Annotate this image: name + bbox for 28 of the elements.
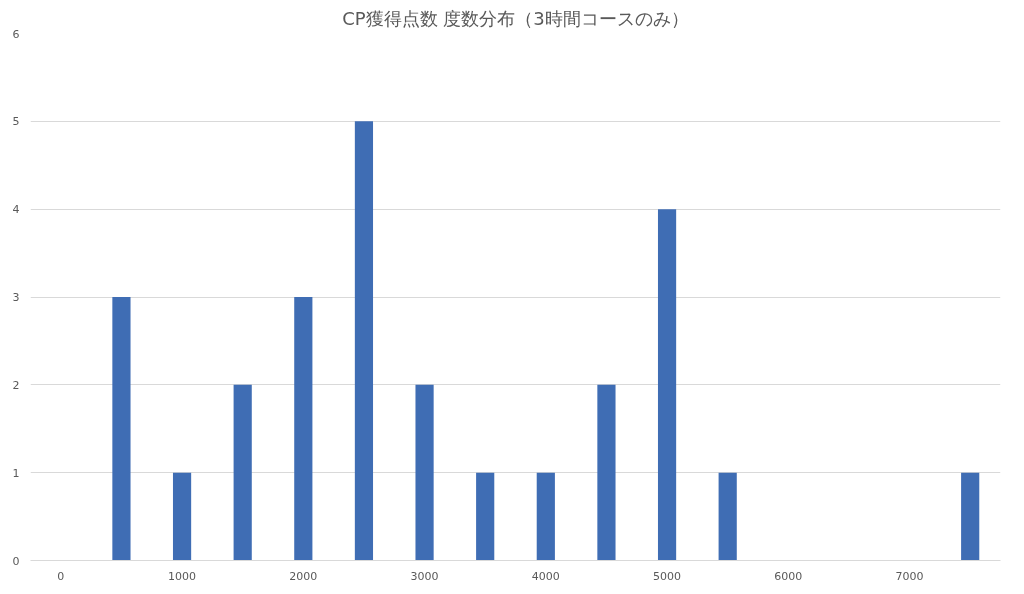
x-tick-label: 0 — [57, 569, 65, 583]
y-tick-label: 6 — [12, 27, 20, 41]
bar — [476, 472, 495, 561]
y-tick-label: 3 — [12, 291, 20, 304]
bar — [233, 384, 252, 561]
y-tick-label: 0 — [12, 554, 20, 568]
y-tick-label: 1 — [12, 466, 20, 480]
x-tick-label: 7000 — [895, 569, 924, 583]
chart-title: CP獲得点数 度数分布（3時間コースのみ） — [342, 7, 689, 29]
x-tick-label: 5000 — [653, 569, 682, 583]
bar — [961, 472, 980, 561]
bar — [294, 297, 313, 561]
bar — [657, 209, 677, 561]
bar — [112, 297, 131, 561]
x-tick-label: 1000 — [168, 569, 197, 583]
bar — [536, 472, 555, 561]
x-tick-label: 6000 — [774, 569, 803, 583]
bar — [172, 472, 192, 561]
bar — [354, 121, 374, 561]
bar — [415, 384, 434, 561]
y-tick-label: 2 — [12, 378, 20, 392]
x-tick-label: 2000 — [289, 569, 318, 583]
y-tick-label: 4 — [12, 203, 20, 217]
x-tick-label: 4000 — [531, 569, 560, 583]
bar — [597, 384, 616, 561]
x-tick-label: 3000 — [410, 569, 439, 583]
bar — [718, 472, 737, 561]
y-tick-label: 5 — [12, 115, 20, 129]
